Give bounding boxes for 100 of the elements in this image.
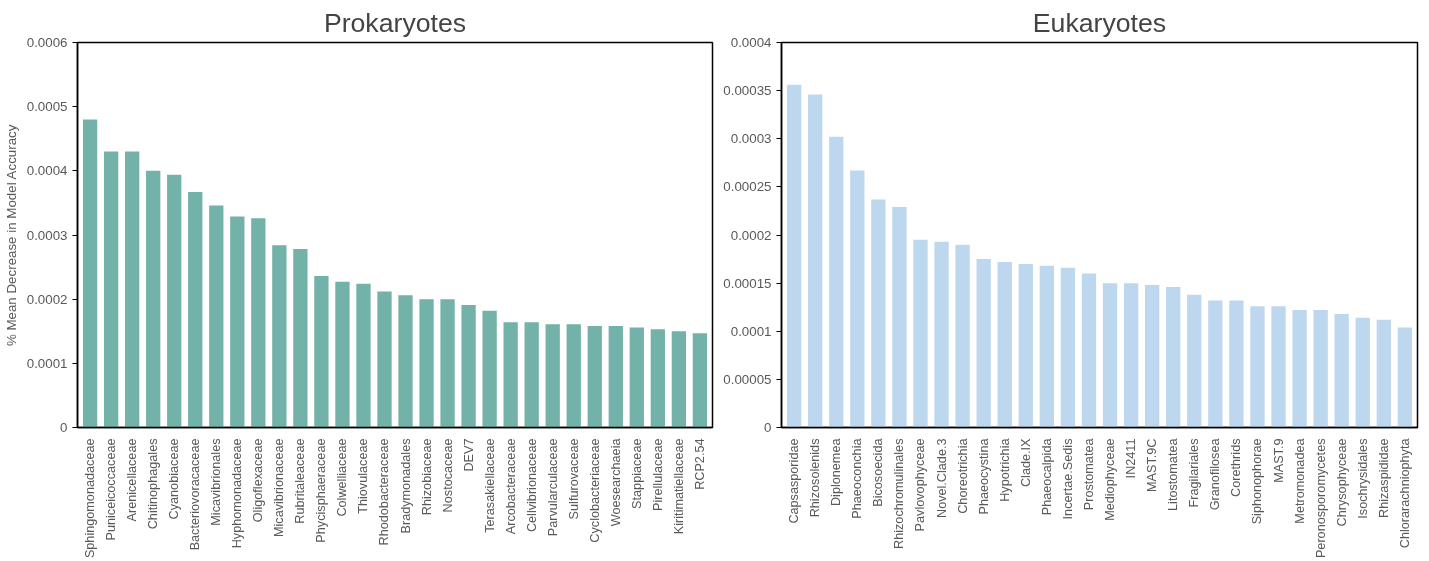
- x-tick-label: Prostomatea: [1081, 437, 1096, 511]
- bar: [587, 326, 602, 428]
- x-tick-label: Bicosoecida: [871, 437, 886, 507]
- x-tick-label: Peronosporomycetes: [1313, 438, 1328, 559]
- bar: [1187, 294, 1202, 428]
- bar: [808, 94, 823, 428]
- x-tick-label: Parvularculaceae: [545, 438, 560, 537]
- chart-title: Prokaryotes: [323, 7, 467, 38]
- bar: [188, 192, 203, 428]
- x-tick-label: Mediophyceae: [1103, 438, 1118, 521]
- x-tick-label: Nostocaceae: [440, 438, 455, 513]
- bar: [829, 136, 844, 428]
- y-tick-label: 0.00025: [723, 179, 772, 195]
- bar: [167, 174, 182, 428]
- x-tick-label: Rubritaleaceae: [293, 438, 308, 524]
- bar: [997, 261, 1012, 428]
- x-tick-label: MAST.9C: [1145, 438, 1160, 492]
- bar: [1018, 263, 1033, 428]
- x-tick-label: Capsasporidae: [787, 438, 802, 524]
- y-tick-label: 0.0002: [730, 227, 772, 243]
- y-tick-label: 0.00005: [723, 371, 772, 387]
- x-tick-label: Micavibrionaceae: [272, 438, 287, 537]
- x-tick-label: Thiovulaceae: [356, 438, 371, 514]
- x-tick-label: Cyanobiaceae: [167, 438, 182, 520]
- bar: [608, 326, 623, 428]
- bar: [913, 239, 928, 428]
- bar: [251, 218, 266, 428]
- x-tick-label: Rhizobiaceae: [419, 438, 434, 516]
- bar: [545, 324, 560, 428]
- y-tick-label: 0.0006: [26, 35, 68, 50]
- bar: [850, 170, 865, 428]
- y-tick-label: 0.0005: [26, 99, 68, 115]
- x-tick-label: Chlorarachniophyta: [1397, 437, 1412, 549]
- x-tick-label: Bacteriovoracaceae: [188, 438, 203, 551]
- bar: [419, 299, 434, 428]
- x-tick-label: Sulfurovaceae: [566, 438, 581, 520]
- y-tick-label: 0.0002: [26, 291, 68, 307]
- x-tick-label: RCP2.54: [692, 438, 707, 490]
- x-tick-label: Rhizosolenids: [808, 438, 823, 518]
- x-tick-label: Terasakiellaceae: [482, 438, 497, 533]
- x-tick-label: Rhizochromulinales: [892, 438, 907, 549]
- bar: [356, 283, 371, 428]
- x-tick-label: Pavlovophyceae: [913, 438, 928, 532]
- x-tick-label: Hyphomonadaceae: [230, 438, 245, 549]
- bar: [1166, 286, 1181, 428]
- bar: [976, 259, 991, 428]
- x-tick-label: Clade.IX: [1018, 437, 1033, 488]
- y-tick-label: 0.0003: [730, 131, 772, 147]
- bar: [1334, 313, 1349, 428]
- y-tick-label: 0.00015: [723, 275, 772, 291]
- x-tick-label: Metromonadea: [1292, 437, 1307, 524]
- bar: [146, 170, 161, 428]
- x-tick-label: Litostomatea: [1166, 437, 1181, 511]
- y-tick-label: 0.0003: [26, 227, 68, 243]
- x-tick-label: Micavibrionales: [209, 438, 224, 526]
- x-tick-label: Oligoflexaceae: [251, 438, 266, 523]
- x-tick-label: Phaeoconchia: [850, 437, 865, 519]
- bar: [125, 151, 140, 428]
- bar: [650, 329, 665, 428]
- bar: [871, 199, 886, 428]
- x-tick-label: Phaeocalpida: [1039, 437, 1054, 516]
- x-tick-label: Granofilosea: [1208, 437, 1223, 511]
- bar: [461, 304, 476, 428]
- bar: [1292, 310, 1307, 428]
- x-tick-label: IN2411: [1124, 438, 1139, 479]
- bar: [934, 241, 949, 428]
- bar: [230, 216, 245, 428]
- bar: [503, 322, 518, 428]
- y-tick-label: 0: [60, 420, 68, 435]
- bar: [209, 205, 224, 428]
- x-tick-label: Chitinophagales: [146, 438, 161, 530]
- bar: [1313, 310, 1328, 428]
- x-tick-label: Kiritimatiellaceae: [671, 438, 686, 535]
- x-tick-label: Phycisphaeraceae: [314, 438, 329, 543]
- x-tick-label: Arcobacteraceae: [503, 438, 518, 535]
- x-tick-label: Cyclobacteriaceae: [587, 438, 602, 543]
- y-tick-label: 0.00035: [723, 83, 772, 99]
- x-tick-label: Cellvibrionaceae: [524, 438, 539, 533]
- y-axis-title: % Mean Decrease in Model Accuracy: [3, 124, 19, 347]
- bar: [1397, 327, 1413, 428]
- y-tick-label: 0: [764, 420, 772, 435]
- bar: [1208, 300, 1223, 428]
- bar: [482, 310, 497, 428]
- y-tick-label: 0.0004: [730, 35, 773, 50]
- bar: [293, 249, 308, 428]
- bar: [103, 151, 119, 428]
- bar: [1355, 317, 1370, 428]
- bar: [629, 327, 644, 428]
- bar: [314, 276, 329, 428]
- x-tick-label: DEV7: [461, 438, 476, 472]
- bar: [1229, 300, 1244, 428]
- bar: [955, 244, 970, 428]
- bar: [692, 333, 708, 428]
- bar: [440, 299, 455, 428]
- chart-title: Eukaryotes: [1032, 7, 1167, 38]
- x-tick-label: Pirellulaceae: [650, 438, 665, 511]
- y-tick-label: 0.0001: [730, 323, 772, 339]
- x-tick-label: Arenicellaceae: [125, 438, 140, 522]
- x-tick-label: Bradymonadales: [398, 438, 413, 534]
- x-tick-label: Stappiaceae: [629, 438, 644, 509]
